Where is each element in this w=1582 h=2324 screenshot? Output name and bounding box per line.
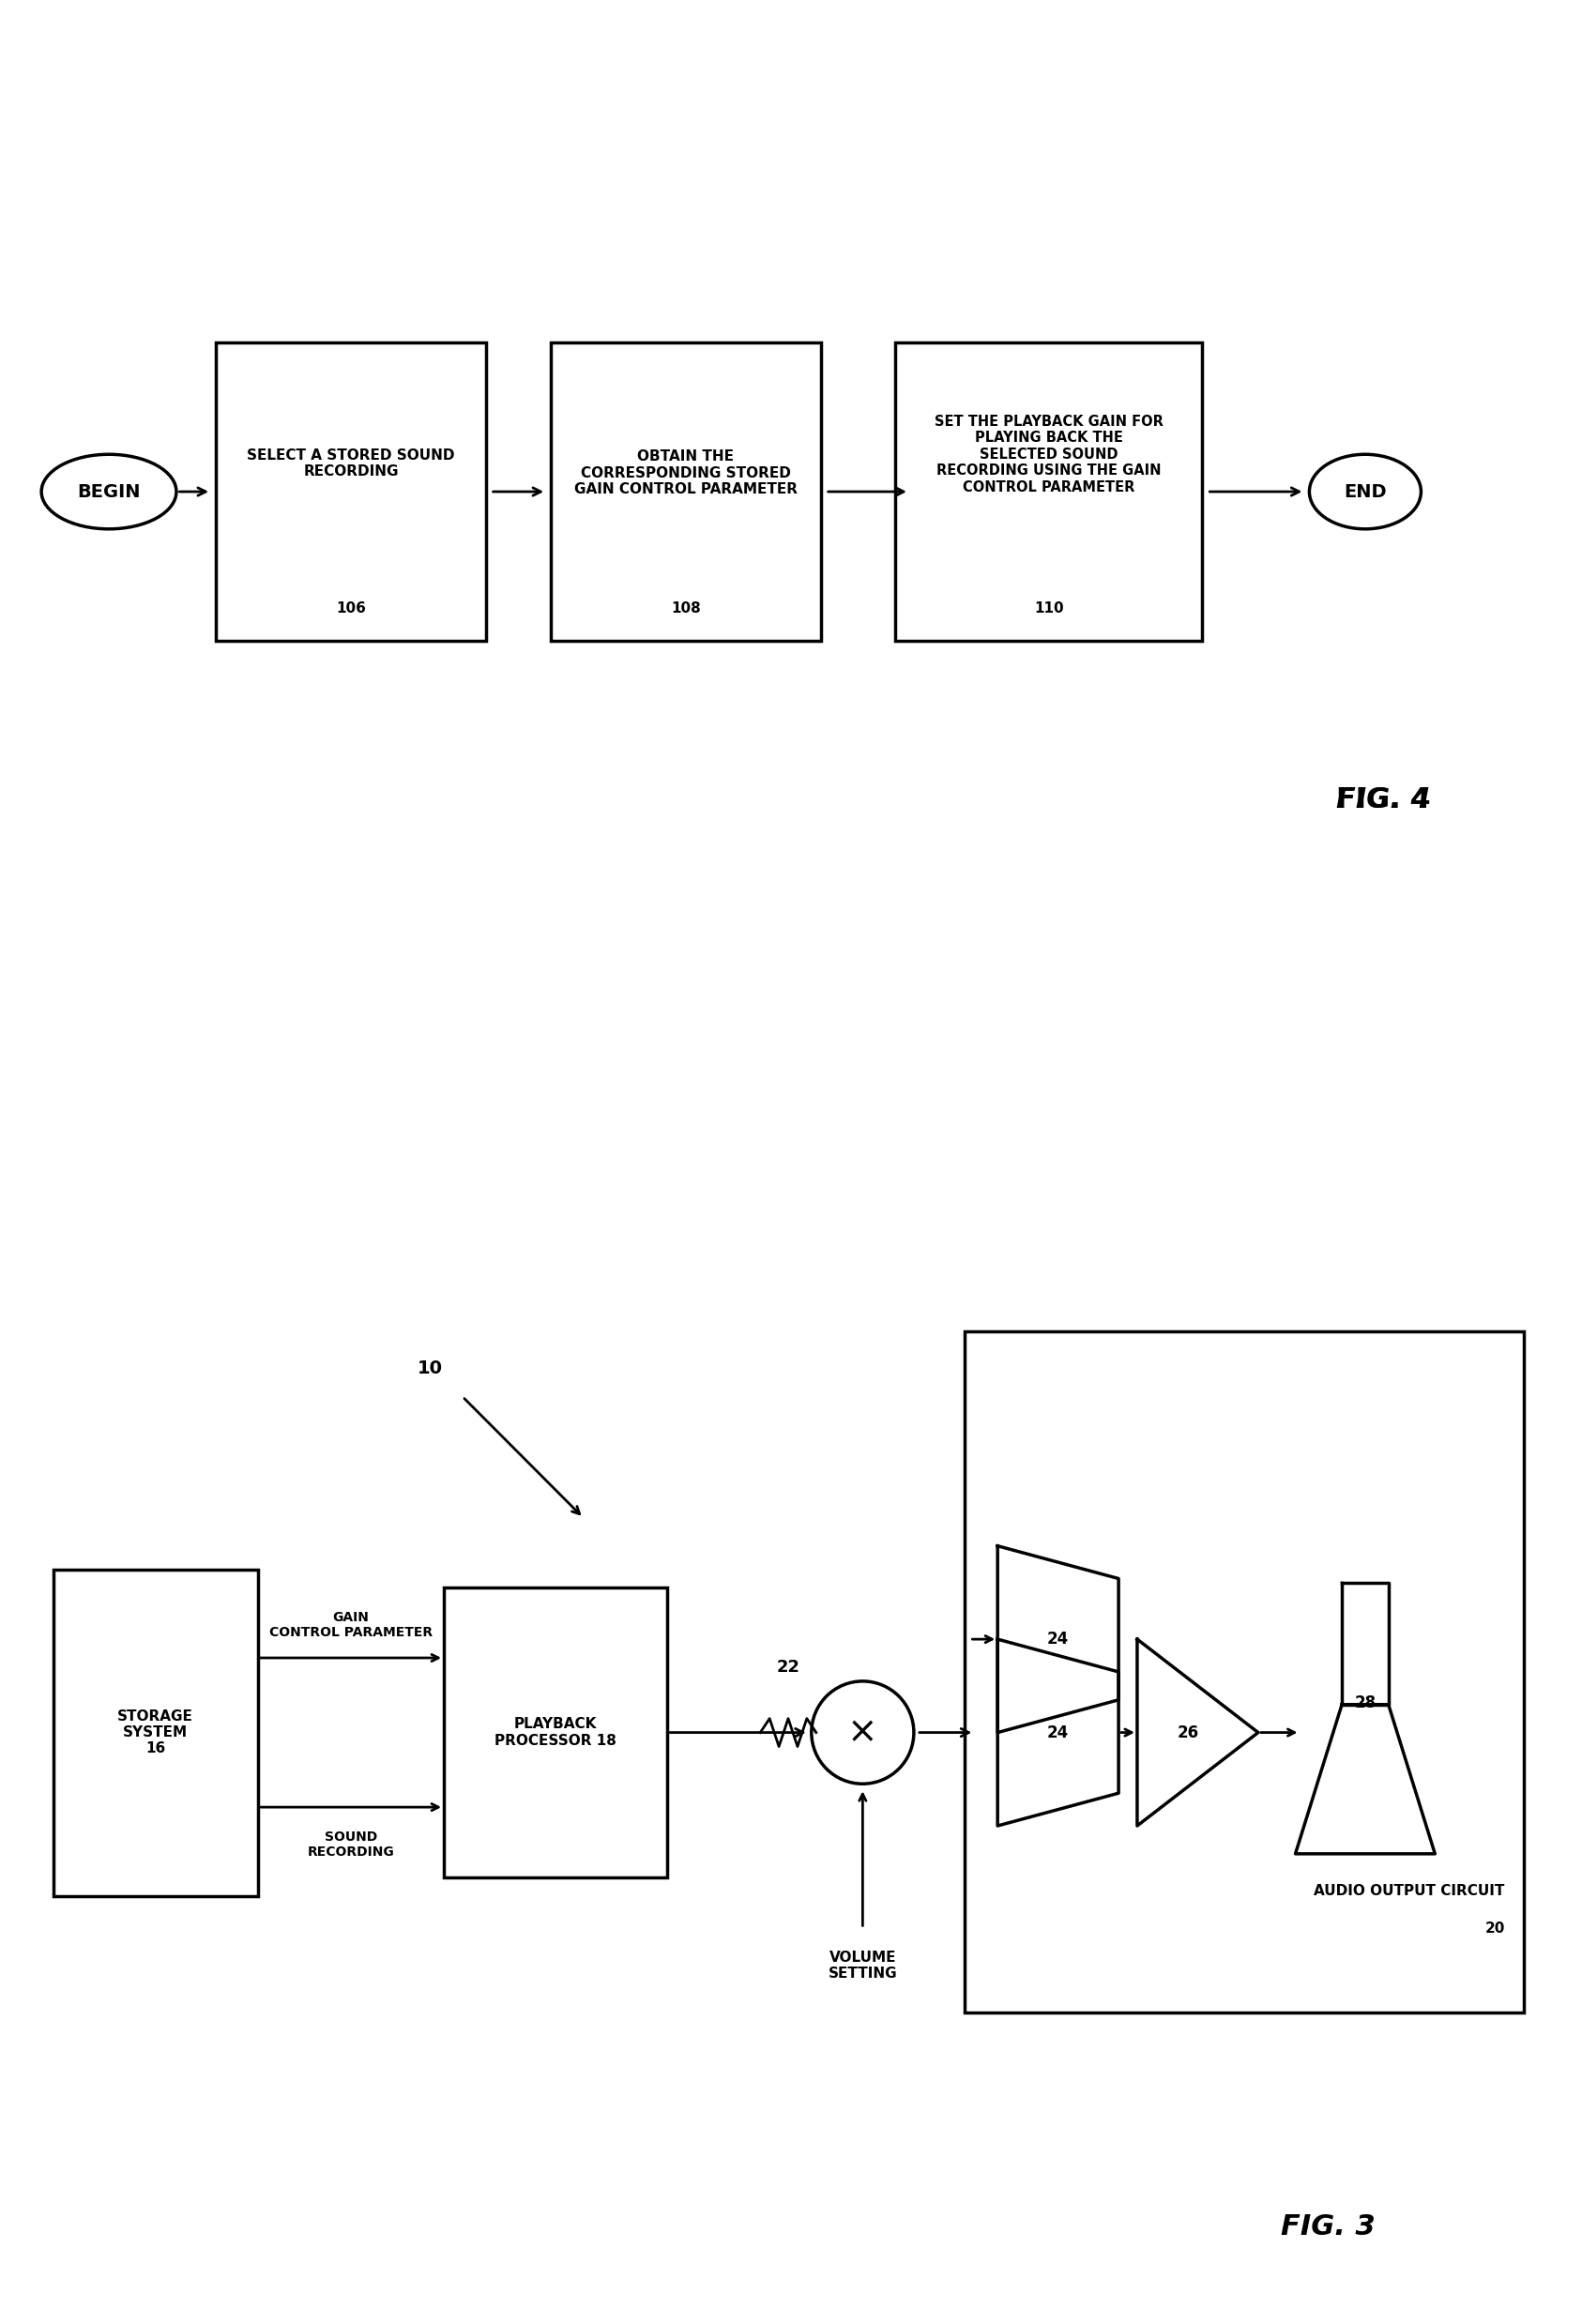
Text: STORAGE
SYSTEM
16: STORAGE SYSTEM 16 xyxy=(117,1708,193,1757)
FancyBboxPatch shape xyxy=(895,342,1202,641)
Text: 22: 22 xyxy=(777,1659,800,1676)
Text: 28: 28 xyxy=(1354,1694,1376,1710)
FancyBboxPatch shape xyxy=(551,342,821,641)
Polygon shape xyxy=(1296,1703,1435,1855)
Text: OBTAIN THE
CORRESPONDING STORED
GAIN CONTROL PARAMETER: OBTAIN THE CORRESPONDING STORED GAIN CON… xyxy=(574,449,797,497)
FancyBboxPatch shape xyxy=(215,342,486,641)
Text: 106: 106 xyxy=(335,602,365,616)
Text: FIG. 4: FIG. 4 xyxy=(1337,786,1432,813)
Polygon shape xyxy=(998,1545,1118,1731)
Text: ×: × xyxy=(848,1715,878,1750)
Text: 108: 108 xyxy=(671,602,701,616)
Text: VOLUME
SETTING: VOLUME SETTING xyxy=(827,1950,897,1980)
Text: FIG. 4: FIG. 4 xyxy=(1337,786,1432,813)
Text: PLAYBACK
PROCESSOR 18: PLAYBACK PROCESSOR 18 xyxy=(495,1717,617,1748)
Text: 110: 110 xyxy=(1035,602,1063,616)
Text: 24: 24 xyxy=(1047,1631,1069,1648)
Polygon shape xyxy=(998,1638,1118,1827)
Polygon shape xyxy=(1342,1583,1389,1703)
Text: 26: 26 xyxy=(1177,1724,1199,1741)
FancyBboxPatch shape xyxy=(54,1569,258,1896)
Text: AUDIO OUTPUT CIRCUIT: AUDIO OUTPUT CIRCUIT xyxy=(1315,1885,1504,1899)
Text: FIG. 3: FIG. 3 xyxy=(1281,2212,1375,2240)
Ellipse shape xyxy=(41,453,176,530)
Text: SOUND
RECORDING: SOUND RECORDING xyxy=(307,1831,394,1859)
Text: SET THE PLAYBACK GAIN FOR
PLAYING BACK THE
SELECTED SOUND
RECORDING USING THE GA: SET THE PLAYBACK GAIN FOR PLAYING BACK T… xyxy=(935,414,1163,495)
Text: BEGIN: BEGIN xyxy=(78,483,141,500)
Text: GAIN
CONTROL PARAMETER: GAIN CONTROL PARAMETER xyxy=(269,1611,432,1638)
FancyBboxPatch shape xyxy=(445,1587,668,1878)
Text: 24: 24 xyxy=(1047,1724,1069,1741)
Text: 10: 10 xyxy=(418,1360,443,1378)
Text: SELECT A STORED SOUND
RECORDING: SELECT A STORED SOUND RECORDING xyxy=(247,449,454,479)
Circle shape xyxy=(812,1680,914,1785)
Polygon shape xyxy=(1137,1638,1258,1827)
Ellipse shape xyxy=(1310,453,1421,530)
Text: END: END xyxy=(1343,483,1386,500)
Text: 20: 20 xyxy=(1484,1922,1504,1936)
FancyBboxPatch shape xyxy=(965,1332,1523,2013)
